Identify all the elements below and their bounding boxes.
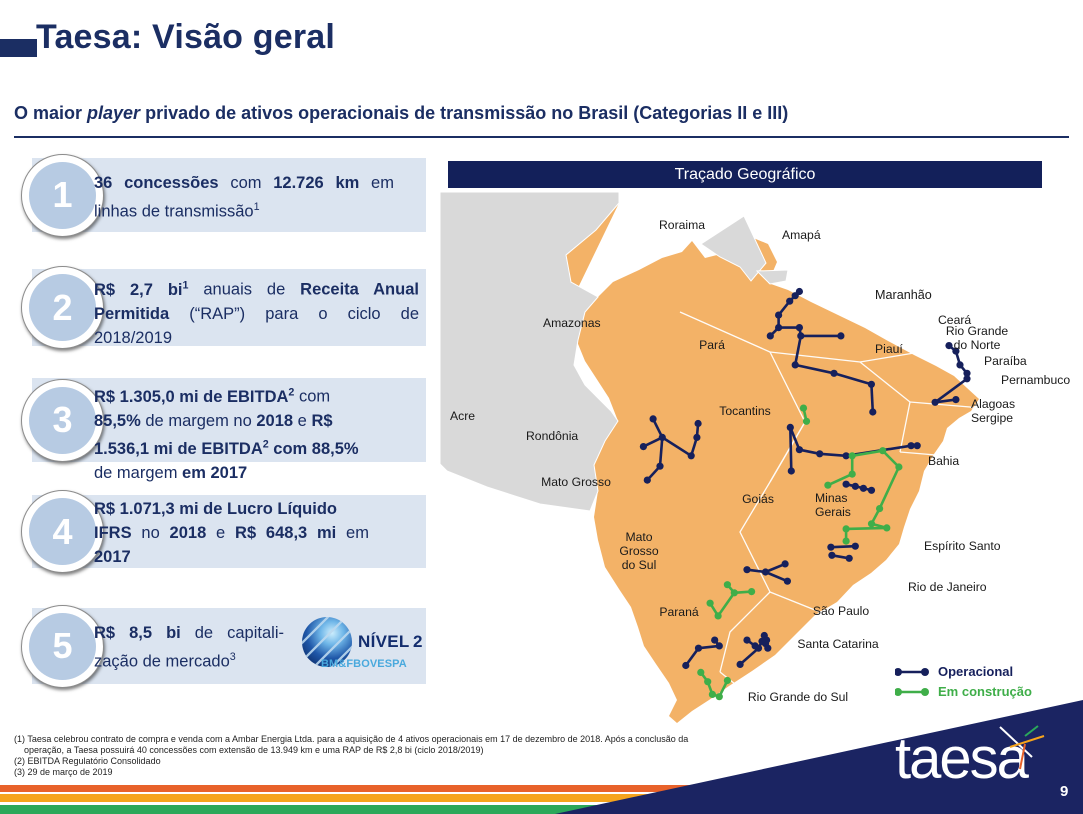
svg-text:NÍVEL: NÍVEL (358, 632, 410, 651)
svg-text:2: 2 (413, 632, 422, 651)
svg-text:BM&FBOVESPA: BM&FBOVESPA (321, 658, 407, 670)
